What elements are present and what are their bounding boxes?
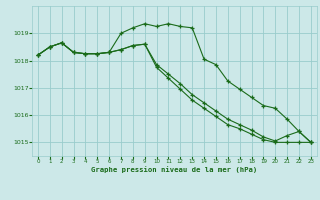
X-axis label: Graphe pression niveau de la mer (hPa): Graphe pression niveau de la mer (hPa)	[91, 166, 258, 173]
